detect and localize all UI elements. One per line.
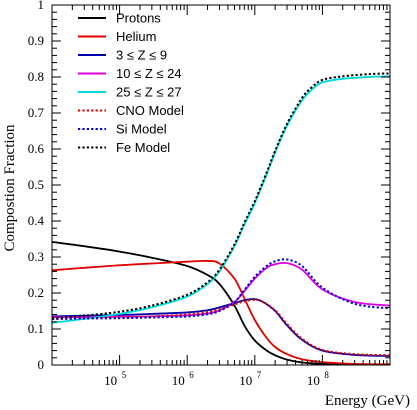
y-tick-label: 0.2 xyxy=(28,285,44,300)
series-line-10-z-24 xyxy=(52,261,390,319)
legend-label-25-z-27: 25 ≤ Z ≤ 27 xyxy=(116,85,182,100)
legend-label-si-model: Si Model xyxy=(116,122,167,137)
x-axis-title: Energy (GeV) xyxy=(325,393,410,409)
x-tick-label-exponent: 8 xyxy=(324,370,329,380)
y-tick-label: 0.8 xyxy=(28,69,44,84)
legend-label-protons: Protons xyxy=(116,11,161,26)
y-tick-label: 1 xyxy=(38,0,45,12)
series-line-helium xyxy=(52,259,390,365)
series-line-fe-model xyxy=(52,72,390,320)
series-line-cno-model xyxy=(52,298,390,357)
plot-frame xyxy=(51,4,391,366)
legend: Protons Helium 3 ≤ Z ≤ 9 10 ≤ Z ≤ 24 25 ≤ Z … xyxy=(78,11,184,155)
legend-label-3-z-9: 3 ≤ Z ≤ 9 xyxy=(116,48,167,63)
legend-label-fe-model: Fe Model xyxy=(116,140,170,155)
y-tick-label: 0.9 xyxy=(28,33,44,48)
y-tick-label: 0.4 xyxy=(28,213,45,228)
axes-layer: 0 0.1 0.2 0.3 0.4 0.5 0.6 0.7 0.8 0.9 1 10 5 10 6 10 7 10… xyxy=(28,0,391,388)
y-tick-label: 0.7 xyxy=(28,105,45,120)
series-line-3-z-9 xyxy=(52,298,390,357)
y-tick-label: 0.6 xyxy=(28,141,45,156)
x-tick-label-exponent: 6 xyxy=(189,370,194,380)
x-tick-label: 10 xyxy=(172,373,185,388)
x-tick-label: 10 xyxy=(104,373,117,388)
y-tick-label: 0 xyxy=(38,357,45,372)
x-tick-label: 10 xyxy=(307,373,320,388)
x-tick-label-exponent: 5 xyxy=(122,370,127,380)
y-tick-label: 0.5 xyxy=(28,177,44,192)
legend-label-helium: Helium xyxy=(116,29,156,44)
y-tick-label: 0.1 xyxy=(28,321,44,336)
y-tick-label: 0.3 xyxy=(28,249,44,264)
legend-label-10-z-24: 10 ≤ Z ≤ 24 xyxy=(116,66,182,81)
series-line-25-z-27 xyxy=(52,75,390,324)
series-line-protons xyxy=(52,240,390,365)
x-tick-label-exponent: 7 xyxy=(257,370,262,380)
y-axis-title: Compostion Fraction xyxy=(2,124,18,252)
series-layer xyxy=(52,72,390,365)
legend-label-cno-model: CNO Model xyxy=(116,103,184,118)
x-tick-label: 10 xyxy=(239,373,252,388)
